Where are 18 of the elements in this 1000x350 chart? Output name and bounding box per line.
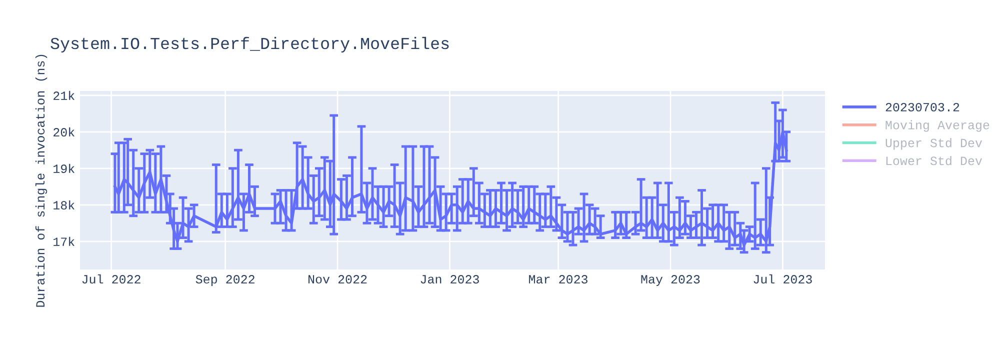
legend-label: Upper Std Dev [886,138,982,150]
x-tick-label: Jan 2023 [420,275,479,284]
x-tick-label: Jul 2022 [82,274,140,284]
legend-label: Moving Average [886,120,990,132]
x-tick-label: May 2023 [641,275,700,286]
y-tick-label: 18k [54,200,75,210]
y-axis-title: Duration of single invocation (ns) [35,54,48,307]
y-tick-label: 20k [54,127,75,137]
x-tick-label: Nov 2022 [308,275,367,284]
y-tick-label: 21k [54,90,75,100]
y-tick-label: 19k [54,164,75,174]
x-tick-label: Jul 2023 [754,274,812,284]
legend-label: Lower Std Dev [886,156,982,166]
x-tick-label: Sep 2022 [196,275,254,286]
y-tick-label: 17k [54,236,75,246]
legend-label: 20230703.2 [886,102,960,112]
chart-title: System.IO.Tests.Perf_Directory.MoveFiles [50,36,449,52]
x-tick-label: Mar 2023 [529,275,588,284]
